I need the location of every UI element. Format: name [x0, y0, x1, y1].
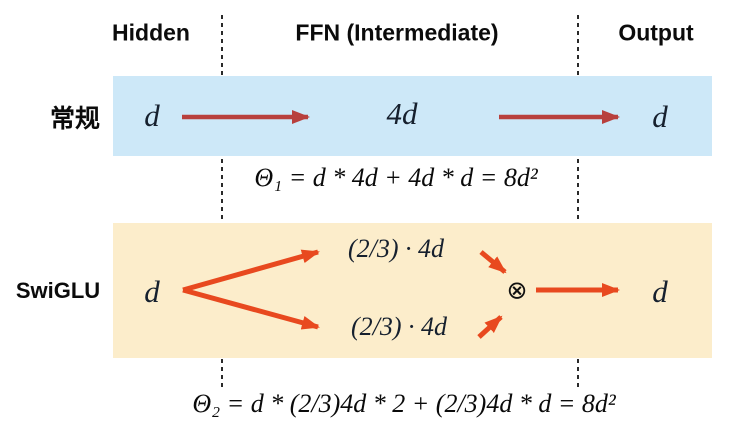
regular-hidden-dim-value: d [144, 98, 160, 133]
column-divider-right [577, 15, 579, 390]
row-label-swiglu: SwiGLU [15, 278, 101, 303]
regular-param-formula: Θ₁ = d * 4d + 4d * d = 8d² [254, 163, 538, 192]
column-header-hidden: Hidden [112, 19, 190, 46]
regular-output-dim-value: d [652, 99, 668, 134]
swiglu-output-dim-value: d [652, 274, 668, 309]
swiglu-bottom-branch-value: (2/3) · 4d [350, 312, 448, 341]
row-label-regular: 常规 [49, 105, 101, 133]
column-header-output: Output [618, 19, 694, 46]
swiglu-hidden-dim-value: d [144, 274, 160, 309]
regular-intermediate-dim-value: 4d [386, 96, 418, 131]
column-header-ffn-intermediate: FFN (Intermediate) [295, 19, 499, 46]
elementwise-multiply-icon: ⊗ [506, 275, 528, 305]
swiglu-top-branch-value: (2/3) · 4d [347, 234, 445, 263]
column-divider-left [221, 15, 223, 390]
swiglu-param-formula: Θ₂ = d * (2/3)4d * 2 + (2/3)4d * d = 8d² [192, 389, 616, 418]
